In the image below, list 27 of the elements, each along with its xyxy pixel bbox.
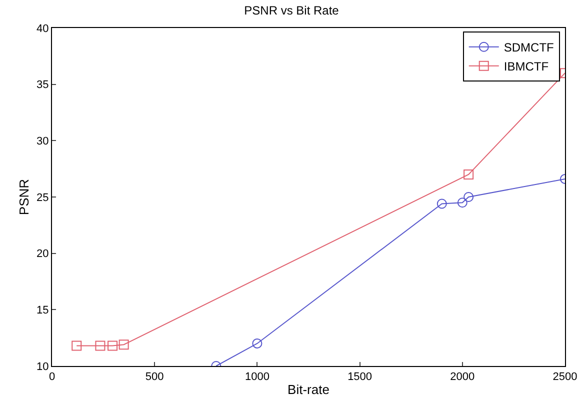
x-tick-label: 1500 (348, 371, 372, 384)
y-tick-label: 30 (36, 136, 49, 148)
x-tick-label: 2500 (552, 371, 578, 384)
y-tick-label: 35 (36, 79, 49, 92)
point (252, 338, 262, 348)
x-tick-label: 0 (48, 371, 56, 384)
x-axis-title: Bit-rate (288, 382, 330, 397)
point (72, 340, 82, 351)
point (464, 192, 474, 202)
y-tick-label: 40 (36, 22, 49, 35)
y-tick-label: 15 (36, 304, 49, 317)
y-tick-label: 10 (36, 360, 49, 373)
y-axis-title: PSNR (16, 178, 32, 216)
point (118, 340, 129, 350)
point (457, 198, 468, 208)
legend-label: SDMCTF (504, 40, 554, 55)
point (108, 340, 118, 351)
point (464, 169, 474, 180)
chart-title: PSNR vs Bit Rate (244, 3, 340, 18)
x-tick-label: 1000 (244, 371, 270, 384)
y-tick-label: 20 (36, 248, 49, 260)
point (436, 198, 447, 209)
legend-label: IBMCTF (504, 60, 549, 74)
x-tick-label: 500 (145, 371, 164, 384)
y-tick-label: 25 (36, 192, 49, 204)
point (95, 340, 106, 351)
x-tick-label: 2000 (450, 371, 475, 384)
